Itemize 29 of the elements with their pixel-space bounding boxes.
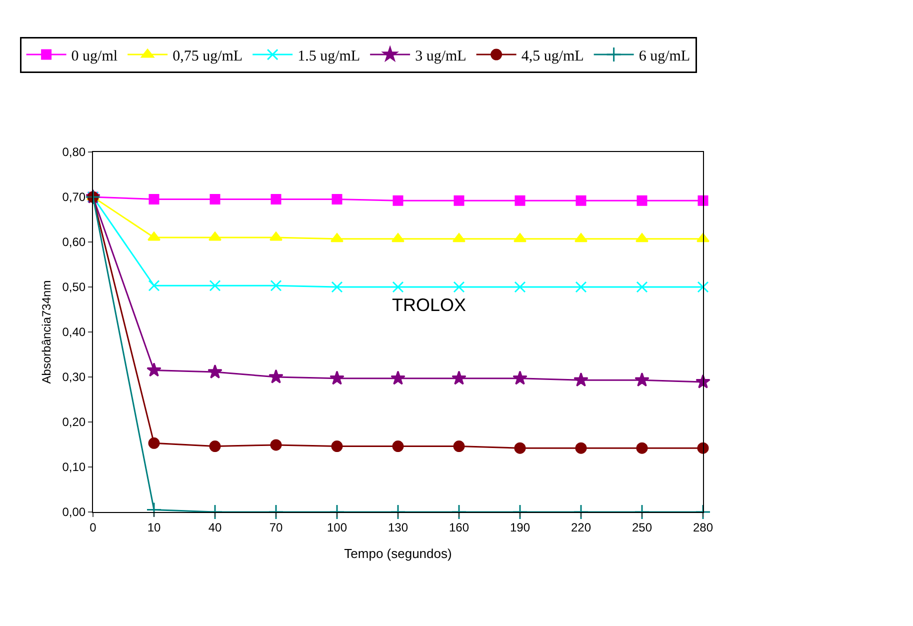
legend-label: 1.5 ug/mL [298, 48, 360, 64]
x-tick-label: 0 [90, 520, 97, 534]
y-tick-label: 0,40 [62, 325, 86, 340]
y-tick-label: 0,20 [62, 415, 86, 430]
y-tick-label: 0,80 [62, 145, 86, 160]
x-tick-label: 280 [692, 520, 714, 534]
y-tick-label: 0,60 [62, 235, 86, 250]
y-tick-label: 0,30 [62, 370, 86, 384]
x-tick-label: 130 [388, 520, 408, 534]
annotation: TROLOX [392, 295, 466, 315]
y-axis-title: Absorbância734nm [40, 280, 54, 384]
legend-label: 0,75 ug/mL [172, 48, 243, 64]
y-tick-label: 0,00 [62, 505, 86, 520]
x-tick-label: 220 [570, 520, 592, 534]
x-tick-label: 190 [510, 520, 530, 534]
x-tick-label: 10 [147, 520, 161, 534]
y-tick-label: 0,10 [62, 460, 86, 474]
legend-label: 0 ug/ml [71, 48, 118, 64]
x-tick-label: 40 [208, 520, 222, 534]
x-tick-label: 100 [326, 520, 348, 534]
y-tick-label: 0,50 [62, 280, 86, 294]
x-tick-label: 160 [448, 520, 470, 534]
legend-label: 3 ug/mL [415, 48, 466, 64]
x-tick-label: 70 [269, 520, 283, 534]
legend-label: 6 ug/mL [638, 48, 690, 64]
x-axis-title: Tempo (segundos) [344, 546, 452, 561]
x-tick-label: 250 [632, 520, 652, 534]
y-tick-label: 0,70 [62, 190, 86, 204]
legend-label: 4,5 ug/mL [521, 48, 584, 64]
